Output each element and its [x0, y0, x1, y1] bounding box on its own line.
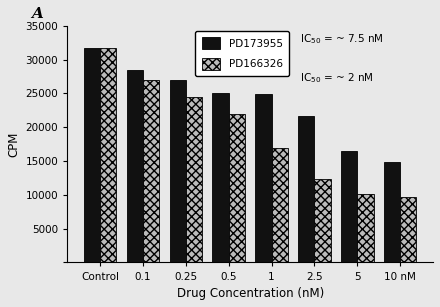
Bar	[186, 97, 202, 262]
Bar	[255, 94, 271, 262]
Bar	[143, 80, 159, 262]
Bar	[357, 194, 374, 262]
Bar	[271, 148, 288, 262]
Text: $\mathrm{IC_{50}}$ = ~ 2 nM: $\mathrm{IC_{50}}$ = ~ 2 nM	[300, 71, 373, 85]
Bar	[229, 115, 245, 262]
Bar	[341, 151, 357, 262]
Y-axis label: CPM: CPM	[7, 131, 20, 157]
Bar	[213, 93, 229, 262]
Text: A: A	[31, 7, 43, 21]
X-axis label: Drug Concentration (nM): Drug Concentration (nM)	[176, 287, 324, 300]
Bar	[100, 48, 117, 262]
Bar	[384, 162, 400, 262]
Bar	[315, 179, 331, 262]
Legend: PD173955, PD166326: PD173955, PD166326	[195, 31, 289, 76]
Bar	[84, 48, 100, 262]
Bar	[169, 80, 186, 262]
Bar	[298, 116, 315, 262]
Bar	[400, 197, 416, 262]
Bar	[127, 70, 143, 262]
Text: $\mathrm{IC_{50}}$ = ~ 7.5 nM: $\mathrm{IC_{50}}$ = ~ 7.5 nM	[300, 32, 383, 46]
